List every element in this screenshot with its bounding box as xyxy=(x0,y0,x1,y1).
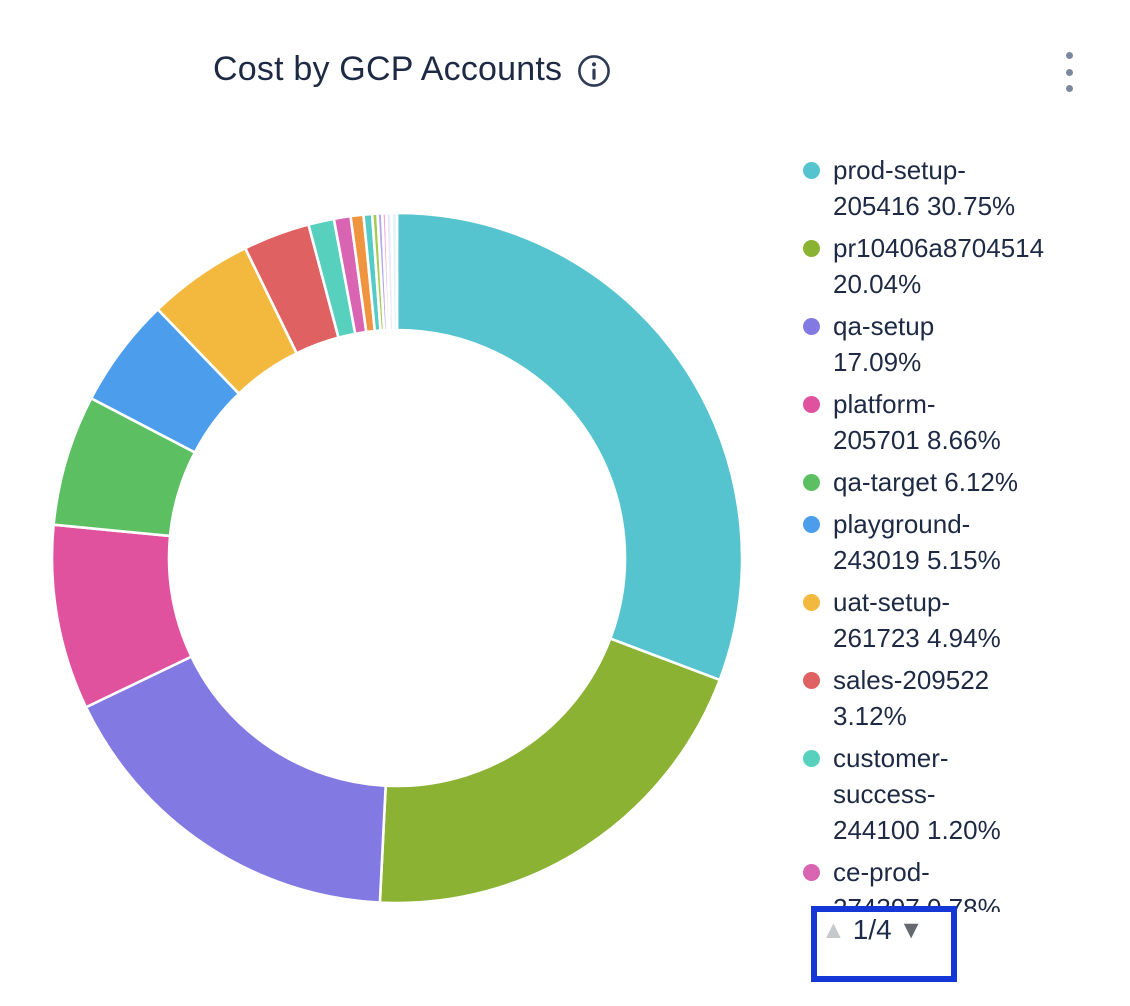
donut-chart[interactable] xyxy=(37,198,757,918)
legend-label-line: platform- xyxy=(833,389,936,419)
legend-marker-dot xyxy=(803,516,820,533)
legend-label-line: 244100 1.20% xyxy=(833,815,1001,845)
chart-header: Cost by GCP Accounts xyxy=(213,50,612,89)
legend-label-line: prod-setup- xyxy=(833,155,966,185)
donut-slice[interactable] xyxy=(84,655,387,904)
donut-slice[interactable] xyxy=(395,211,744,682)
legend-label-line: qa-setup xyxy=(833,311,935,341)
legend-label-line: 243019 5.15% xyxy=(833,545,1001,575)
legend-label-line: 20.04% xyxy=(833,269,922,299)
legend-label: pr10406a8704514 20.04% xyxy=(833,230,1044,302)
legend-marker-dot xyxy=(803,318,820,335)
legend-label-line: playground- xyxy=(833,509,971,539)
legend-item[interactable]: sales-209522 3.12% xyxy=(798,662,1118,734)
legend-label-line: pr10406a8704514 xyxy=(833,233,1045,263)
legend-label-line: 205416 30.75% xyxy=(833,191,1016,221)
legend-label-line: 3.12% xyxy=(833,701,907,731)
page-title: Cost by GCP Accounts xyxy=(213,50,563,88)
legend-item[interactable]: playground- 243019 5.15% xyxy=(798,506,1118,578)
legend-item[interactable]: qa-setup 17.09% xyxy=(798,308,1118,380)
pager-down-arrow-icon[interactable]: ▼ xyxy=(898,915,924,944)
legend-label-line: 17.09% xyxy=(833,347,922,377)
legend-item[interactable]: pr10406a8704514 20.04% xyxy=(798,230,1118,302)
legend-marker-dot xyxy=(803,474,820,491)
kebab-dot xyxy=(1065,85,1073,92)
pager-page-indicator: 1/4 xyxy=(852,914,892,945)
legend-marker-dot xyxy=(803,162,820,179)
kebab-dot xyxy=(1065,52,1073,59)
legend-label-line: 261723 4.94% xyxy=(833,623,1001,653)
legend-label-line: qa-target 6.12% xyxy=(833,467,1019,497)
legend-label-line: 205701 8.66% xyxy=(833,425,1001,455)
kebab-dot xyxy=(1065,68,1073,76)
legend-marker-dot xyxy=(803,750,820,767)
legend-pager: ▲ 1/4 ▼ xyxy=(817,912,951,946)
legend-label: ce-prod- 274397 0.78% xyxy=(833,854,1001,912)
legend-label: customer-success- 244100 1.20% xyxy=(833,740,1001,848)
legend-marker-dot xyxy=(803,594,820,611)
legend-label: prod-setup- 205416 30.75% xyxy=(833,152,1015,224)
kebab-menu-icon[interactable] xyxy=(1056,52,1082,92)
donut-svg xyxy=(50,211,744,905)
legend-marker-dot xyxy=(803,672,820,689)
legend-item[interactable]: qa-target 6.12% xyxy=(798,464,1118,500)
legend-label: qa-target 6.12% xyxy=(833,464,1018,500)
donut-slice[interactable] xyxy=(390,211,399,332)
legend-label-line: sales-209522 xyxy=(833,665,990,695)
legend-item[interactable]: uat-setup- 261723 4.94% xyxy=(798,584,1118,656)
legend-item[interactable]: customer-success- 244100 1.20% xyxy=(798,740,1118,848)
legend-label-line: ce-prod- xyxy=(833,857,930,887)
pager-up-arrow-icon[interactable]: ▲ xyxy=(821,915,846,944)
legend: prod-setup- 205416 30.75% pr10406a8704514 2… xyxy=(798,152,1118,912)
legend-label: uat-setup- 261723 4.94% xyxy=(833,584,1001,656)
legend-item[interactable]: ce-prod- 274397 0.78% xyxy=(798,854,1118,912)
legend-label-line: uat-setup- xyxy=(833,587,951,617)
legend-label: qa-setup 17.09% xyxy=(833,308,934,380)
legend-label-line: customer- xyxy=(833,743,949,773)
legend-label-line: success- xyxy=(833,779,936,809)
legend-marker-dot xyxy=(803,240,820,257)
donut-slice[interactable] xyxy=(378,637,722,905)
legend-marker-dot xyxy=(803,864,820,881)
legend-item[interactable]: prod-setup- 205416 30.75% xyxy=(798,152,1118,224)
legend-item[interactable]: platform- 205701 8.66% xyxy=(798,386,1118,458)
legend-label: platform- 205701 8.66% xyxy=(833,386,1001,458)
info-icon[interactable] xyxy=(576,53,612,89)
legend-pager-highlight-box: ▲ 1/4 ▼ xyxy=(811,906,957,982)
legend-label: playground- 243019 5.15% xyxy=(833,506,1001,578)
legend-label: sales-209522 3.12% xyxy=(833,662,989,734)
legend-marker-dot xyxy=(803,396,820,413)
